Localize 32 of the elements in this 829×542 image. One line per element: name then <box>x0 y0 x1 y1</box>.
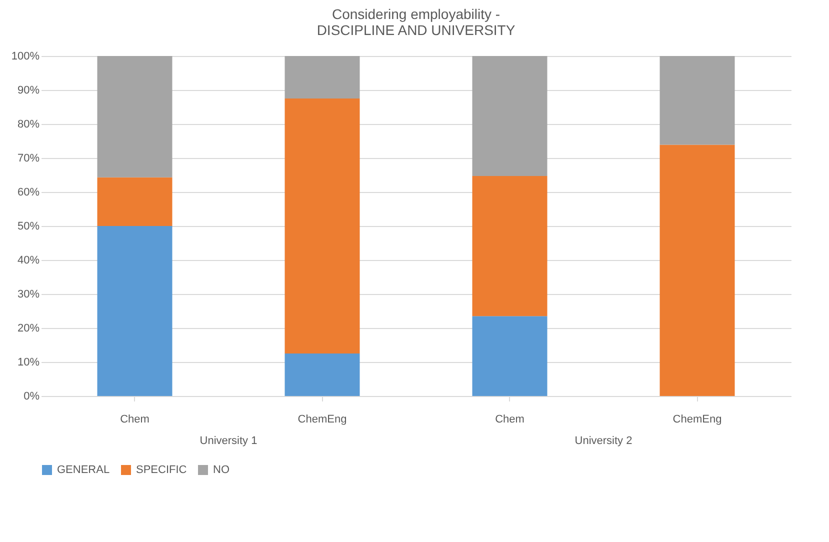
bar <box>660 144 735 396</box>
y-tick-label: 60% <box>17 186 40 198</box>
bar <box>660 56 735 145</box>
legend-label: NO <box>213 464 230 476</box>
y-tick-label: 40% <box>17 254 40 266</box>
bar <box>472 176 548 316</box>
y-tick-label: 10% <box>17 356 40 368</box>
y-tick-label: 20% <box>17 322 40 334</box>
y-tick-label: 100% <box>11 50 40 62</box>
legend-label: GENERAL <box>57 464 110 476</box>
x-tick-label: ChemEng <box>298 414 347 426</box>
x-tick-label: Chem <box>120 414 150 426</box>
x-tick-label: Chem <box>495 414 524 426</box>
x-tick-label: ChemEng <box>672 414 722 426</box>
y-tick-label: 50% <box>17 220 40 232</box>
bar <box>284 56 360 98</box>
y-tick-label: 70% <box>17 152 40 164</box>
text: University 2 <box>574 435 632 447</box>
text: University 1 <box>200 435 258 447</box>
y-tick-label: 80% <box>17 118 40 130</box>
bar <box>97 177 172 226</box>
bar <box>284 354 360 396</box>
y-tick-label: 90% <box>17 84 40 96</box>
bar <box>472 316 548 396</box>
y-tick-label: 0% <box>24 390 40 402</box>
bar <box>472 56 548 176</box>
bar <box>284 98 360 354</box>
legend-label: SPECIFIC <box>136 464 187 476</box>
bar <box>97 56 172 178</box>
y-tick-label: 30% <box>17 288 40 300</box>
bar <box>97 226 172 396</box>
chart-title: Considering employability - DISCIPLINE AND UNIVERSITY <box>316 6 516 38</box>
